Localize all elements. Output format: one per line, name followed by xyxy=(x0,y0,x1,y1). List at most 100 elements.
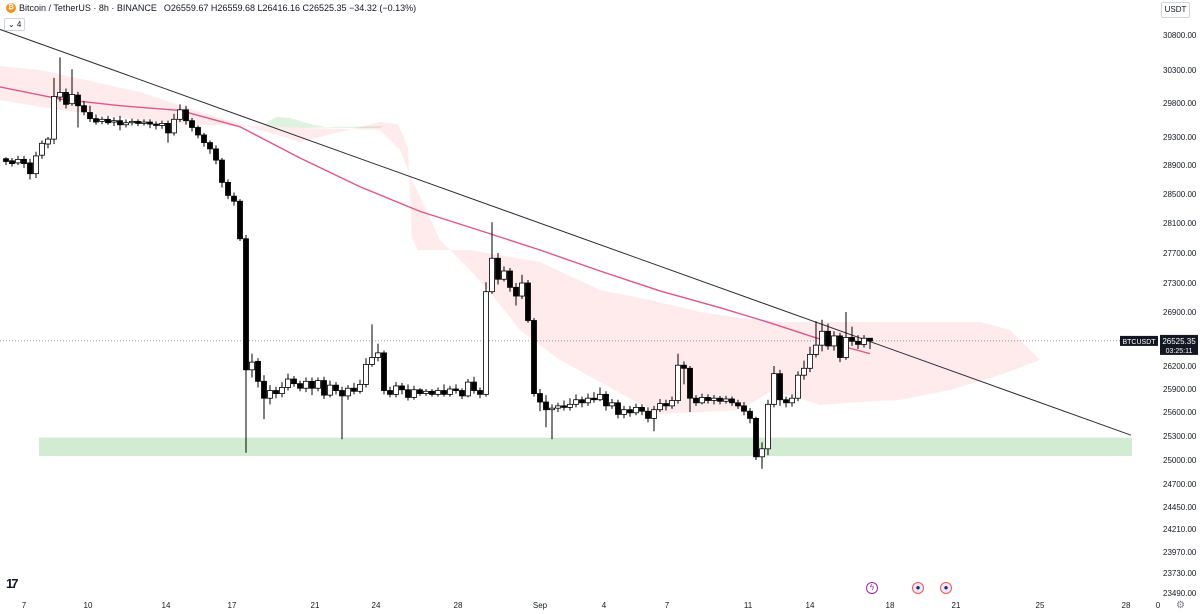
candle xyxy=(591,397,597,401)
candle xyxy=(201,134,207,144)
x-tick-label: 21 xyxy=(311,601,320,610)
y-tick-label: 27300.00 xyxy=(1163,279,1197,288)
x-tick-label: 14 xyxy=(806,601,815,610)
candle xyxy=(537,393,543,403)
candle xyxy=(555,405,561,409)
candle xyxy=(843,337,849,358)
candle xyxy=(627,409,633,414)
candle xyxy=(717,397,723,402)
candle xyxy=(189,120,195,128)
candle xyxy=(63,92,69,105)
candle xyxy=(279,387,285,395)
candle xyxy=(243,238,249,371)
candle xyxy=(411,389,417,398)
candle xyxy=(489,257,495,293)
candle xyxy=(645,410,651,419)
candle xyxy=(615,402,621,415)
candle xyxy=(723,398,729,402)
candle xyxy=(315,380,321,389)
x-tick-label: 28 xyxy=(1122,601,1131,610)
candle xyxy=(255,360,261,382)
candle xyxy=(237,200,243,240)
x-tick-label: 11 xyxy=(744,601,753,610)
candle xyxy=(165,123,171,134)
candle xyxy=(195,127,201,136)
candle xyxy=(75,94,81,107)
candle xyxy=(291,378,297,385)
candle xyxy=(303,380,309,389)
y-tick-label: 26200.00 xyxy=(1163,362,1197,371)
currency-button[interactable]: USDT xyxy=(1161,2,1190,18)
candle xyxy=(609,402,615,407)
support-zone xyxy=(39,437,1132,456)
symbol-title[interactable]: Bitcoin / TetherUS · 8h · BINANCE xyxy=(19,3,157,13)
trendline xyxy=(0,28,1132,436)
candle xyxy=(861,337,867,345)
price-label-countdown: 03:25:11 xyxy=(1166,348,1193,355)
gear-icon[interactable]: ⚙ xyxy=(1176,600,1185,611)
candle xyxy=(345,387,351,397)
candle xyxy=(663,403,669,407)
indicator-toggle[interactable]: ⌄ 4 xyxy=(4,18,26,31)
candle xyxy=(369,357,375,365)
y-tick-label: 25600.00 xyxy=(1163,408,1197,417)
x-tick-label: 28 xyxy=(454,601,463,610)
candle xyxy=(831,335,837,347)
candle xyxy=(543,401,549,411)
x-tick-label: 18 xyxy=(886,601,895,610)
y-tick-label: 29800.00 xyxy=(1163,99,1197,108)
candle xyxy=(51,96,57,140)
candle xyxy=(309,380,315,389)
candle xyxy=(123,122,129,126)
candle xyxy=(453,388,459,391)
candle xyxy=(225,181,231,196)
candle xyxy=(825,330,831,347)
x-tick-label: 10 xyxy=(84,601,93,610)
candle xyxy=(771,373,777,405)
y-tick-label: 23490.00 xyxy=(1163,589,1197,598)
candle xyxy=(141,121,147,124)
candle xyxy=(87,112,93,120)
candle xyxy=(567,403,573,408)
y-tick-label: 23730.00 xyxy=(1163,569,1197,578)
candle xyxy=(39,142,45,156)
candle xyxy=(753,417,759,458)
candle xyxy=(711,397,717,401)
candle xyxy=(597,393,603,401)
y-tick-label: 23970.00 xyxy=(1163,548,1197,557)
candle xyxy=(177,109,183,120)
lightning-icon[interactable]: ϟ xyxy=(866,582,878,594)
us-flag-icon[interactable]: ● xyxy=(912,582,924,594)
us-flag-icon[interactable]: ● xyxy=(940,582,952,594)
x-tick-label: Sep xyxy=(533,601,548,610)
candle xyxy=(867,337,873,342)
candle xyxy=(789,397,795,404)
tradingview-logo[interactable]: 17 xyxy=(6,576,19,591)
candle xyxy=(681,364,687,369)
candle xyxy=(657,403,663,411)
y-tick-label: 27700.00 xyxy=(1163,249,1197,258)
candle xyxy=(45,138,51,145)
candle xyxy=(267,390,273,399)
candle xyxy=(111,120,117,123)
candle xyxy=(483,291,489,395)
candle xyxy=(135,120,141,124)
candle xyxy=(741,405,747,412)
candle xyxy=(837,335,843,358)
candle xyxy=(423,390,429,394)
candle xyxy=(777,373,783,401)
candle xyxy=(27,162,33,175)
candle xyxy=(213,148,219,161)
y-tick-label: 28900.00 xyxy=(1163,161,1197,170)
candle xyxy=(429,390,435,395)
candle xyxy=(297,383,303,389)
candle xyxy=(477,390,483,395)
candle xyxy=(69,94,75,105)
y-tick-label: 25900.00 xyxy=(1163,385,1197,394)
candle xyxy=(321,380,327,396)
candle xyxy=(495,257,501,280)
candle xyxy=(855,340,861,345)
cloud-red xyxy=(0,66,1040,414)
